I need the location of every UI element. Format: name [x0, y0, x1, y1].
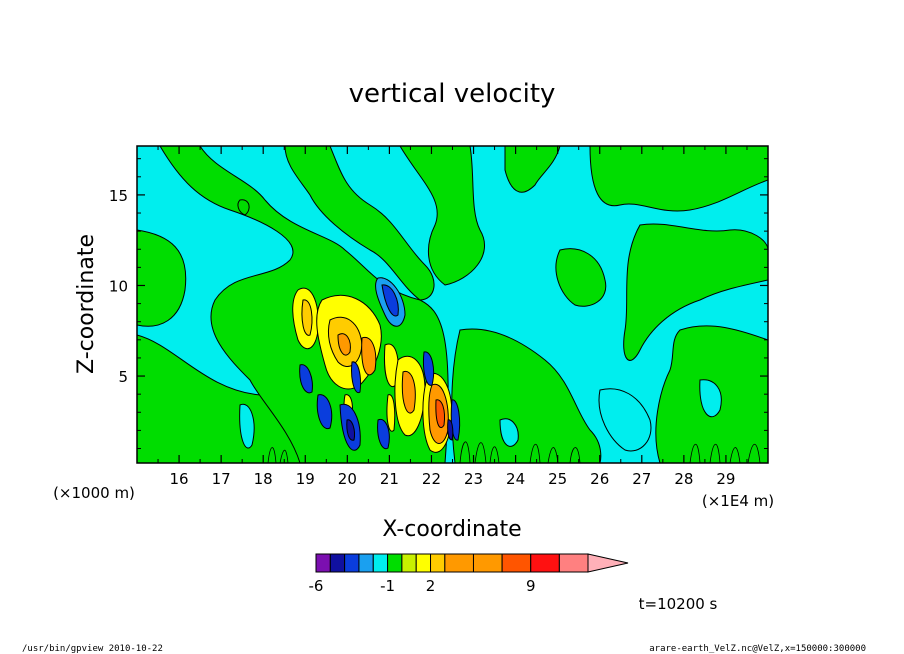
colorbar-tick-labels: -6 -1 2 9 — [309, 577, 536, 595]
colorbar-tick-label: -1 — [380, 577, 395, 595]
x-tick-label: 27 — [632, 470, 651, 488]
x-tick-label: 17 — [212, 470, 231, 488]
colorbar-extend-max — [587, 553, 629, 573]
colorbar-segment — [358, 553, 374, 573]
colorbar-segment — [401, 553, 417, 573]
x-tick-label: 24 — [506, 470, 525, 488]
y-axis-label: Z-coordinate — [74, 234, 99, 374]
x-axis: 16 17 18 19 20 21 22 23 24 25 26 27 28 29 — [157, 146, 748, 488]
contour-field — [137, 146, 768, 463]
colorbar-segment — [472, 553, 503, 573]
x-tick-label: 28 — [674, 470, 693, 488]
surface-contours — [267, 441, 761, 463]
colorbar-segment — [415, 553, 432, 573]
y-axis: 5 10 15 — [109, 158, 768, 450]
x-scale-label: (×1E4 m) — [702, 492, 774, 510]
x-tick-label: 23 — [464, 470, 483, 488]
colorbar-tick-label: 2 — [426, 577, 436, 595]
y-tick-label: 15 — [109, 187, 128, 205]
x-tick-label: 16 — [170, 470, 189, 488]
footer-right: arare-earth_VelZ.nc@VelZ,x=150000:300000 — [649, 644, 866, 654]
colorbar-segment — [558, 553, 589, 573]
contour-level-neg1-0 — [239, 379, 722, 452]
x-tick-label: 20 — [338, 470, 357, 488]
colorbar-segment — [387, 553, 403, 573]
colorbar-segment — [530, 553, 560, 573]
colorbar — [315, 553, 629, 573]
footer-left: /usr/bin/gpview 2010-10-22 — [22, 644, 163, 654]
y-tick-label: 5 — [118, 368, 128, 386]
colorbar-segment — [501, 553, 532, 573]
downdraft-cells — [299, 277, 461, 451]
x-tick-label: 25 — [548, 470, 567, 488]
colorbar-segment — [372, 553, 389, 573]
colorbar-tick-label: 9 — [526, 577, 536, 595]
time-label: t=10200 s — [639, 595, 718, 613]
colorbar-segment — [315, 553, 331, 573]
x-tick-label: 21 — [380, 470, 399, 488]
colorbar-tick-label: -6 — [309, 577, 324, 595]
updraft-core — [292, 287, 453, 453]
x-tick-label: 18 — [254, 470, 273, 488]
x-tick-label: 29 — [716, 470, 735, 488]
x-tick-label: 22 — [422, 470, 441, 488]
x-tick-label: 26 — [590, 470, 609, 488]
y-scale-label: (×1000 m) — [53, 484, 135, 502]
x-tick-label: 19 — [296, 470, 315, 488]
x-axis-label: X-coordinate — [382, 517, 521, 542]
contour-level-0-1 — [137, 146, 768, 463]
colorbar-segment — [329, 553, 346, 573]
colorbar-segment — [430, 553, 446, 573]
colorbar-segment — [344, 553, 360, 573]
y-tick-label: 10 — [109, 277, 128, 295]
chart-title: vertical velocity — [349, 79, 556, 109]
colorbar-segment — [444, 553, 474, 573]
